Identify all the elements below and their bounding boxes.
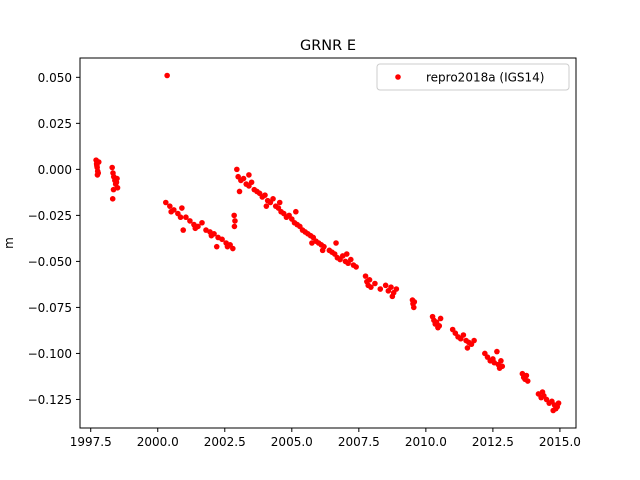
data-point: [372, 280, 378, 287]
data-point: [183, 214, 189, 221]
data-point: [362, 273, 369, 279]
data-point: [366, 277, 373, 283]
data-point: [343, 251, 350, 257]
data-point: [109, 164, 115, 171]
y-axis: 0.050 0.025 0.000 −0.025 −0.050 −0.075 −0.100 −…: [28, 71, 80, 407]
data-point: [471, 337, 477, 344]
x-tick-label: 2000.0: [137, 435, 179, 449]
data-point: [377, 286, 384, 292]
x-tick-label: 1997.5: [70, 435, 112, 449]
data-point: [199, 219, 205, 226]
data-point: [236, 188, 243, 195]
y-tick-label: −0.025: [28, 209, 72, 223]
data-point: [94, 162, 100, 169]
y-tick-label: −0.100: [28, 347, 72, 361]
data-point: [234, 166, 240, 173]
data-point: [411, 299, 418, 305]
data-point: [94, 172, 101, 178]
data-point: [180, 227, 187, 233]
legend-marker: [395, 74, 401, 80]
data-point: [550, 407, 557, 414]
axes-frame: [79, 57, 577, 429]
data-point: [219, 236, 225, 243]
data-point: [464, 345, 471, 351]
data-point: [499, 363, 506, 370]
data-point: [333, 240, 339, 246]
y-tick-label: 0.000: [38, 163, 72, 177]
legend-label: repro2018a (IGS14): [426, 71, 544, 85]
data-point: [232, 218, 238, 224]
x-tick-label: 2002.5: [204, 435, 246, 449]
data-point: [110, 186, 117, 193]
data-point: [347, 256, 354, 263]
data-point: [389, 293, 396, 300]
data-point: [248, 179, 255, 186]
y-tick-label: −0.125: [28, 393, 72, 407]
x-tick-label: 2012.5: [472, 435, 514, 449]
data-point: [162, 199, 169, 206]
data-point: [192, 225, 199, 232]
data-point: [168, 208, 174, 215]
data-point: [309, 240, 315, 246]
data-point: [319, 247, 326, 254]
data-point: [213, 243, 220, 250]
x-tick-label: 2015.0: [539, 435, 581, 449]
data-point: [524, 378, 531, 384]
data-point: [263, 203, 270, 209]
x-tick-label: 2007.5: [338, 435, 380, 449]
data-point: [555, 400, 562, 406]
data-point: [460, 332, 467, 338]
y-tick-label: −0.075: [28, 301, 72, 315]
data-point: [246, 172, 252, 178]
x-axis: 1997.5 2000.0 2002.5 2005.0 2007.5 2010.0 2012…: [70, 428, 581, 449]
data-point: [276, 199, 283, 206]
data-point: [523, 372, 530, 379]
data-point: [262, 192, 268, 198]
y-tick-label: −0.050: [28, 255, 72, 269]
data-point: [437, 315, 444, 322]
data-point: [393, 286, 400, 292]
data-point: [368, 284, 374, 290]
data-point: [410, 304, 417, 311]
data-point: [270, 196, 276, 202]
legend: repro2018a (IGS14): [376, 63, 570, 91]
data-point: [208, 232, 215, 239]
data-point: [164, 72, 170, 79]
x-tick-label: 2010.0: [405, 435, 447, 449]
data-point: [240, 175, 247, 182]
data-point: [293, 208, 299, 215]
data-point: [187, 218, 193, 224]
y-tick-label: 0.050: [38, 71, 72, 85]
legend-box: [376, 63, 570, 91]
data-points: [93, 72, 562, 414]
data-point: [230, 245, 236, 252]
plot-area: [79, 57, 577, 429]
data-point: [167, 203, 173, 209]
data-point: [498, 358, 504, 364]
data-point: [388, 284, 394, 290]
data-point: [179, 205, 185, 211]
data-point: [224, 243, 231, 250]
data-point: [231, 223, 238, 230]
data-point: [177, 214, 184, 221]
data-point: [231, 212, 237, 219]
data-point: [353, 264, 359, 270]
data-point: [382, 282, 389, 289]
data-point: [539, 389, 546, 395]
data-point: [109, 196, 116, 202]
x-tick-label: 2005.0: [271, 435, 313, 449]
data-point: [114, 175, 120, 182]
chart-title: GRNR E: [300, 38, 356, 54]
data-point: [494, 348, 500, 355]
data-point: [436, 323, 443, 329]
y-axis-label: m: [2, 237, 16, 249]
y-tick-label: 0.025: [38, 117, 72, 131]
